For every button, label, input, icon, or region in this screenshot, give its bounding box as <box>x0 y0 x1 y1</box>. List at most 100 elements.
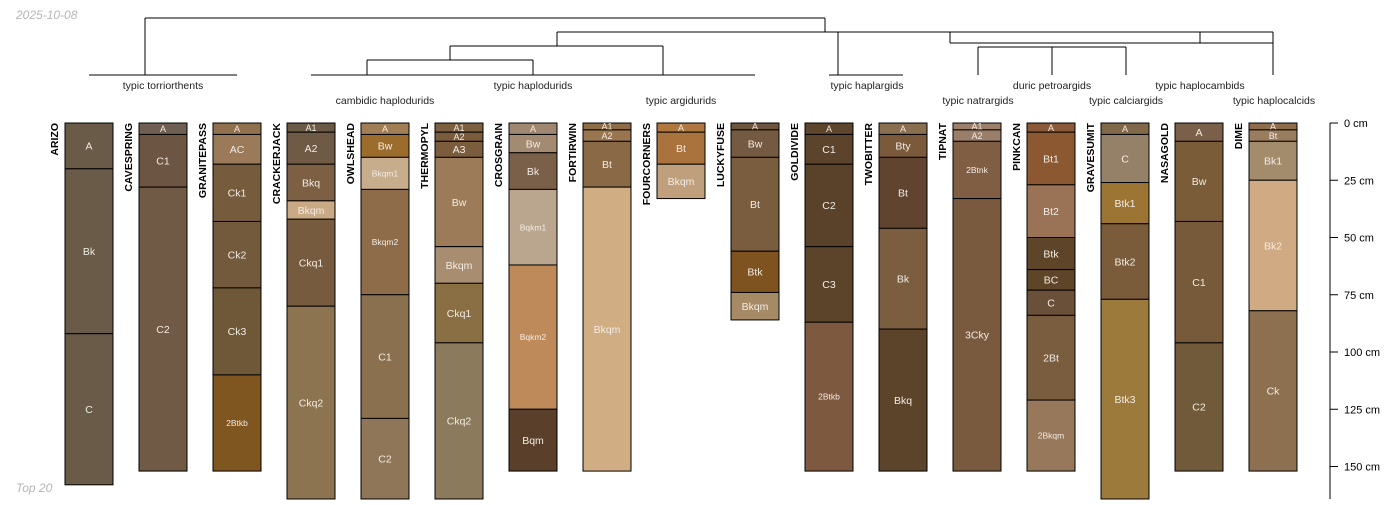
soil-horizon <box>582 140 632 188</box>
horizon-label: Ck3 <box>228 326 247 338</box>
depth-axis-label: 25 cm <box>1344 175 1374 187</box>
soil-horizon <box>878 328 928 472</box>
soil-horizon <box>286 218 336 307</box>
horizon-label: C1 <box>378 351 392 363</box>
subgroup-label: typic calciargids <box>1089 95 1163 107</box>
horizon-label: Ckq2 <box>299 397 324 409</box>
horizon-label: Ckq1 <box>299 257 324 269</box>
soil-horizon <box>1100 298 1150 500</box>
profile-name: GRAVESUMIT <box>1085 122 1097 192</box>
soil-horizon <box>656 163 706 200</box>
soil-horizon <box>360 294 410 419</box>
soil-horizon <box>286 163 336 202</box>
soil-horizon <box>434 282 484 344</box>
profile-name: CRACKERJACK <box>271 123 283 205</box>
soil-horizon <box>1100 223 1150 300</box>
soil-horizon <box>508 408 558 472</box>
profile-name: CAVESPRING <box>123 123 135 192</box>
horizon-label: Btk2 <box>1114 256 1135 268</box>
horizon-label: A1 <box>971 122 982 132</box>
horizon-label: A <box>752 122 758 132</box>
horizon-label: C1 <box>822 144 836 156</box>
soil-horizon <box>952 198 1002 472</box>
horizon-label: Bk <box>897 274 910 286</box>
subgroup-label: typic torriorthents <box>123 80 204 92</box>
soil-horizon <box>508 188 558 266</box>
soil-horizon <box>804 246 854 323</box>
profile-name: FORTIRWIN <box>567 123 579 182</box>
soil-horizon <box>656 131 706 165</box>
soil-horizon <box>804 133 854 165</box>
horizon-label: Bt <box>1269 131 1278 141</box>
horizon-label: A <box>1122 124 1128 134</box>
soil-horizon <box>1026 314 1076 401</box>
soil-horizon <box>360 156 410 190</box>
horizon-label: A <box>382 124 388 134</box>
profile-name: TIPNAT <box>937 122 949 160</box>
horizon-label: Bk <box>83 246 96 258</box>
horizon-label: Bqm <box>522 435 544 447</box>
horizon-label: Ck <box>1267 386 1281 398</box>
soil-horizon <box>212 163 262 222</box>
horizon-label: Bkqm1 <box>372 168 399 178</box>
horizon-label: Bw <box>378 141 393 153</box>
horizon-label: Btk3 <box>1114 394 1135 406</box>
soil-horizon <box>1026 131 1076 186</box>
soil-horizon <box>1174 140 1224 222</box>
horizon-label: Bk <box>527 166 540 178</box>
profile-name: LUCKYFUSE <box>715 123 727 187</box>
soil-horizon <box>878 156 928 229</box>
depth-axis-label: 100 cm <box>1344 347 1380 359</box>
subgroup-label: typic haplocambids <box>1155 80 1244 92</box>
horizon-label: Bw <box>526 138 541 150</box>
profile-name: FOURCORNERS <box>641 123 653 205</box>
subgroup-label: duric petroargids <box>1013 80 1091 92</box>
horizon-label: 2Btnk <box>966 165 988 175</box>
soil-horizon <box>1026 184 1076 238</box>
depth-axis-label: 75 cm <box>1344 290 1374 302</box>
caption-text: Top 20 <box>16 481 53 495</box>
horizon-label: 2Bt <box>1043 353 1059 365</box>
horizon-label: Bt <box>898 188 908 200</box>
horizon-label: Bkq <box>894 395 912 407</box>
depth-axis-label: 150 cm <box>1344 462 1380 474</box>
horizon-label: Bkqm <box>594 324 621 336</box>
horizon-label: A <box>234 124 240 134</box>
horizon-label: A <box>160 124 166 134</box>
soil-horizon <box>1100 182 1150 225</box>
horizon-label: A <box>678 123 684 133</box>
horizon-label: Bkqm <box>446 260 473 272</box>
horizon-label: Ckq1 <box>447 308 472 320</box>
horizon-label: Btk <box>747 267 763 279</box>
soil-horizon <box>1248 310 1298 472</box>
soil-horizon <box>730 291 780 321</box>
soil-horizon <box>286 131 336 165</box>
horizon-label: A2 <box>305 143 318 155</box>
soil-horizon <box>1248 140 1298 181</box>
horizon-label: Bqkm2 <box>520 332 547 342</box>
horizon-label: 3Cky <box>965 330 990 342</box>
soil-horizon <box>212 133 262 165</box>
horizon-label: A1 <box>453 123 464 133</box>
date-stamp: 2025-10-08 <box>16 8 78 22</box>
horizon-label: A <box>1048 123 1054 133</box>
horizon-label: Ck2 <box>228 249 247 261</box>
horizon-label: C2 <box>378 453 392 465</box>
soil-horizon <box>212 374 262 472</box>
horizon-label: A2 <box>971 131 982 141</box>
horizon-label: C2 <box>822 200 836 212</box>
profile-name: CROSGRAIN <box>493 123 505 187</box>
horizon-label: A <box>826 124 832 134</box>
horizon-label: Bkq <box>302 177 320 189</box>
horizon-label: AC <box>230 144 245 156</box>
soil-horizon <box>1026 399 1076 472</box>
horizon-label: Bw <box>1192 176 1207 188</box>
soil-horizon <box>434 156 484 248</box>
horizon-label: Bt <box>602 159 612 171</box>
horizon-label: Bk2 <box>1264 240 1282 252</box>
horizon-label: BC <box>1044 275 1059 287</box>
horizon-label: A3 <box>453 144 466 156</box>
horizon-label: Btk1 <box>1114 198 1135 210</box>
soil-horizon <box>730 250 780 293</box>
